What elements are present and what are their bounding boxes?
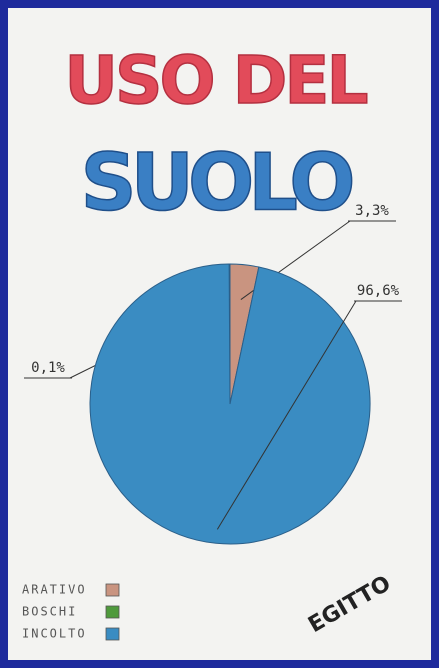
- chart-title: USO DEL: [64, 42, 367, 119]
- leader-line: [216, 300, 357, 530]
- legend-swatch: [105, 605, 120, 619]
- legend-label: INCOLTO: [22, 627, 87, 641]
- data-label: 96,6%: [357, 283, 400, 299]
- legend-label: ARATIVO: [22, 583, 87, 597]
- legend-swatch: [105, 583, 120, 597]
- pie-slice: [89, 263, 371, 545]
- data-label: 3,3%: [355, 203, 389, 219]
- data-label: 0,1%: [31, 360, 65, 376]
- legend-swatch: [105, 627, 120, 641]
- chart-subtitle: SUOLO: [80, 138, 352, 228]
- legend-label: BOSCHI: [22, 605, 77, 619]
